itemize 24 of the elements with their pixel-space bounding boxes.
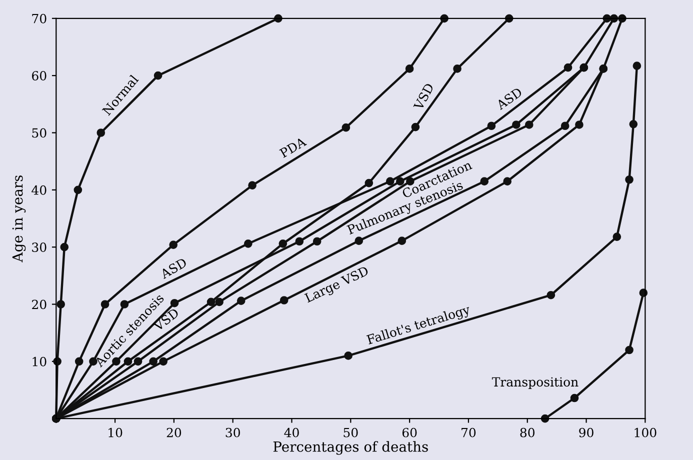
y-tick-label: 70 xyxy=(32,14,46,24)
x-tick-label: 100 xyxy=(634,428,656,438)
annotation: PDA xyxy=(279,136,307,158)
x-tick-label: 30 xyxy=(226,428,240,438)
x-tick-label: 60 xyxy=(402,428,417,438)
annotation: Large VSD xyxy=(304,266,370,306)
x-tick-label: 10 xyxy=(108,428,122,438)
y-axis-title: Age in years xyxy=(12,175,26,262)
annotation: VSD xyxy=(413,82,434,111)
y-tick-label: 20 xyxy=(32,300,46,310)
x-tick-label: 70 xyxy=(462,428,476,438)
x-tick-label: 20 xyxy=(166,428,182,438)
y-tick-label: 40 xyxy=(32,185,46,195)
annotation: ASD xyxy=(159,257,188,280)
x-tick-label: 80 xyxy=(520,428,534,438)
y-tick-label: 30 xyxy=(32,242,46,252)
x-tick-label: 50 xyxy=(344,428,358,438)
x-tick-label: 40 xyxy=(284,428,299,438)
y-tick-label: 50 xyxy=(32,128,46,138)
x-axis-title: Percentages of deaths xyxy=(273,441,428,455)
y-tick-label: 10 xyxy=(32,356,46,366)
x-tick-label: 90 xyxy=(579,428,594,438)
y-tick-label: 60 xyxy=(32,71,46,80)
annotation: Transposition xyxy=(492,377,578,390)
